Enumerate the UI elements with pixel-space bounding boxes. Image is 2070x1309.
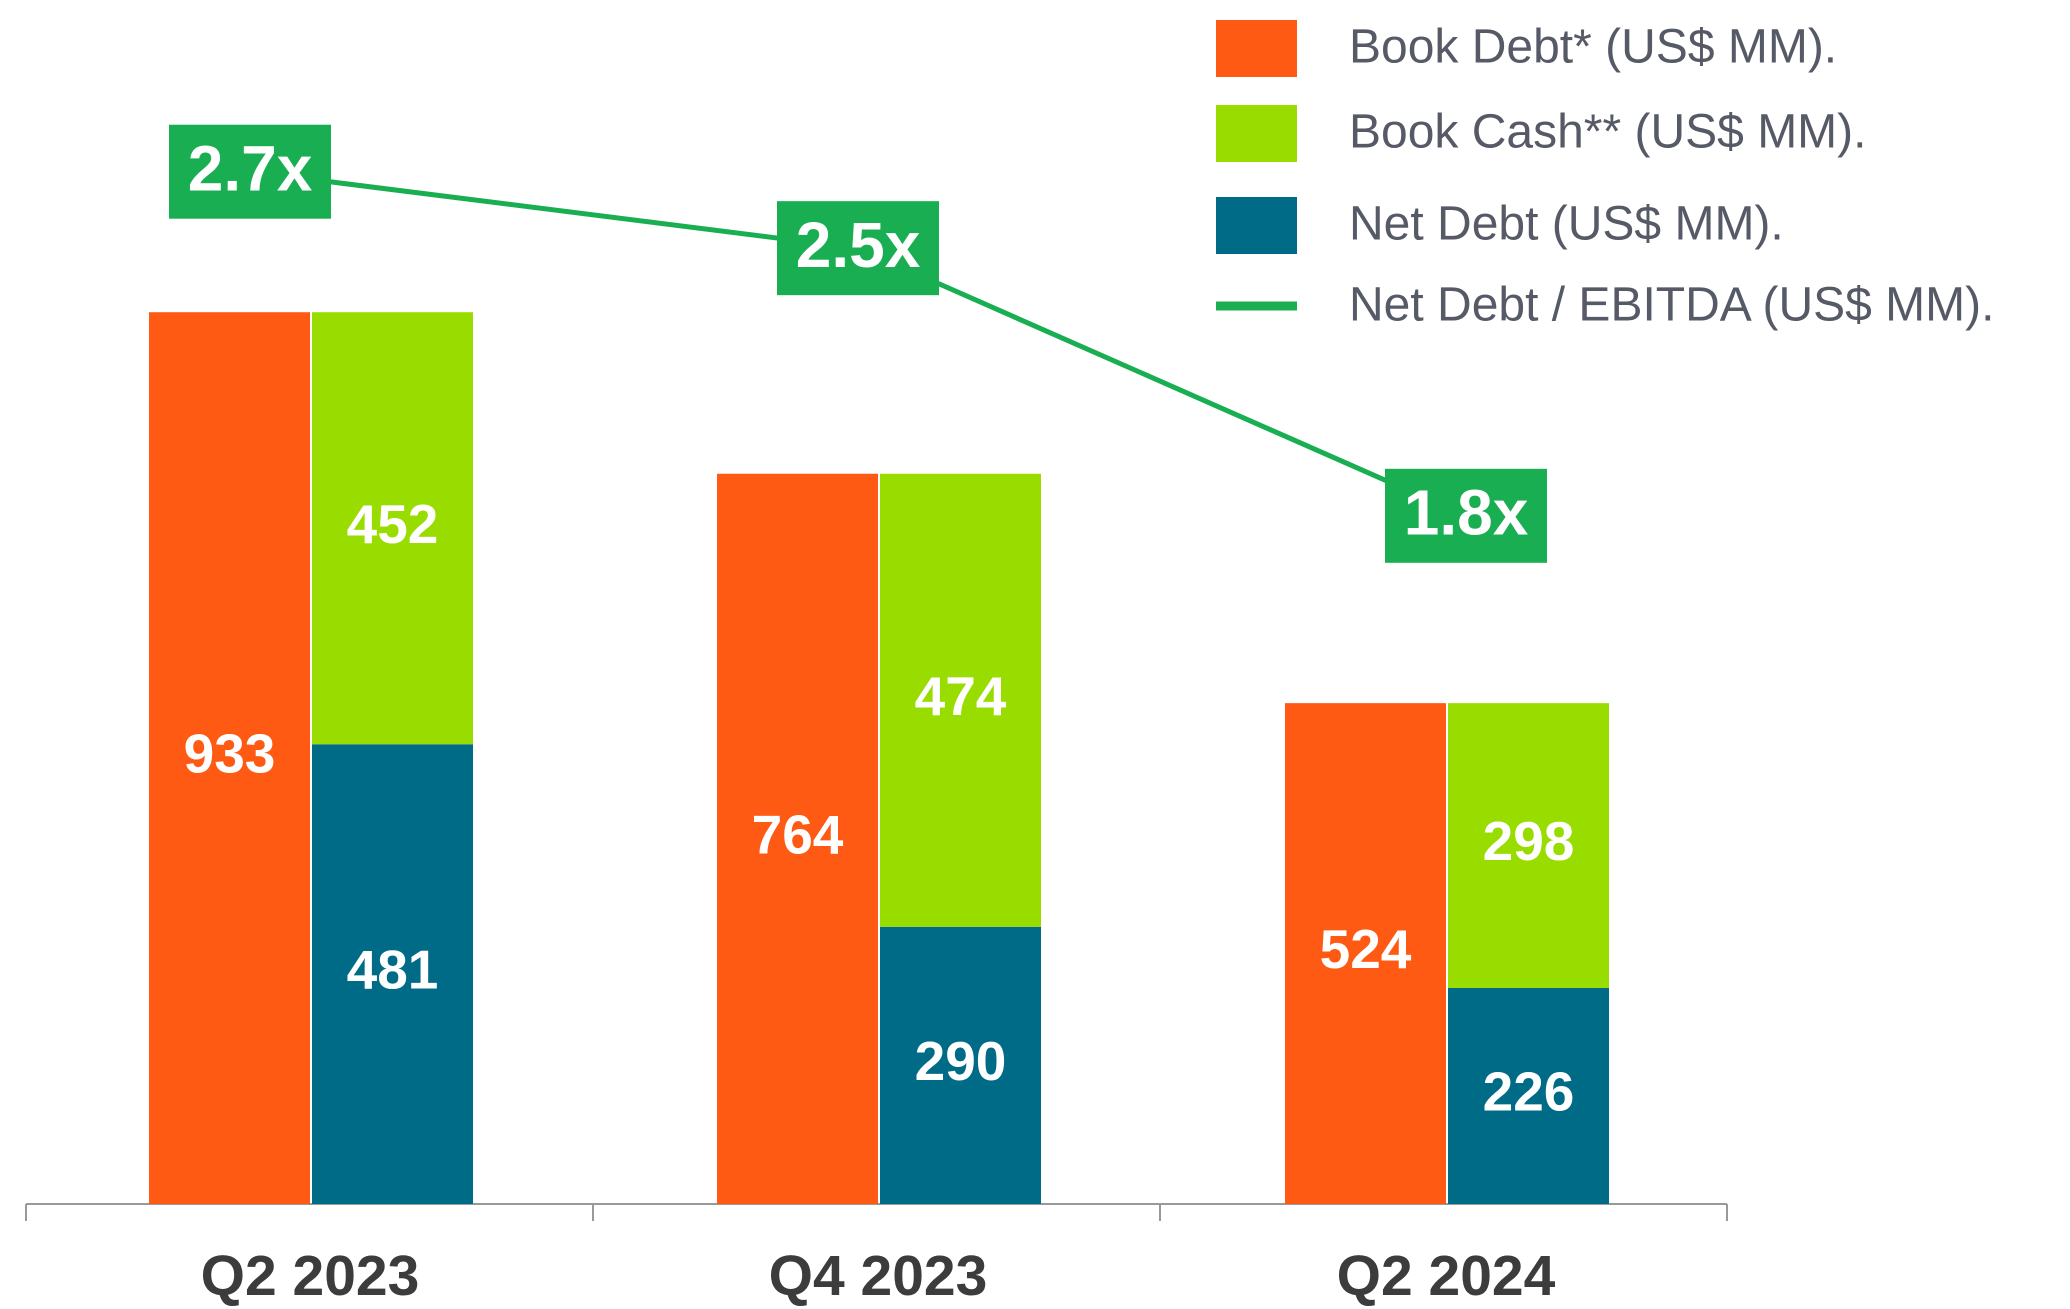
data-label: 452 [347,493,439,555]
x-tick-label: Q2 2024 [1337,1244,1556,1308]
bar [312,312,473,745]
data-label: 226 [1483,1061,1575,1123]
bar [717,473,878,1204]
x-tick-label: Q2 2023 [201,1244,420,1308]
legend-swatch [1216,105,1297,162]
legend-swatch [1216,197,1297,254]
ratio-label: 2.5x [796,209,921,281]
data-label: 524 [1320,918,1412,980]
bar [1285,703,1446,1204]
legend-label: Net Debt / EBITDA (US$ MM). [1349,279,1994,332]
legend-label: Book Cash** (US$ MM). [1349,106,1866,159]
ratio-label: 2.7x [188,133,313,205]
bar [1448,703,1609,988]
bar [312,744,473,1204]
legend-swatch [1216,20,1297,77]
ratio-box [777,201,939,296]
ratio-box [1385,468,1547,563]
bar [880,473,1041,927]
data-label: 933 [184,723,276,785]
bar [1448,987,1609,1204]
legend-label: Net Debt (US$ MM). [1349,198,1784,251]
bar [880,926,1041,1204]
bar [149,312,310,1204]
data-label: 481 [347,939,439,1001]
data-label: 290 [915,1030,1007,1092]
ratio-label: 1.8x [1404,477,1529,549]
data-label: 298 [1483,810,1575,872]
ratio-box [169,124,331,219]
x-tick-label: Q4 2023 [769,1244,988,1308]
legend-label: Book Debt* (US$ MM). [1349,21,1837,74]
data-label: 474 [915,665,1007,727]
data-label: 764 [752,803,844,865]
